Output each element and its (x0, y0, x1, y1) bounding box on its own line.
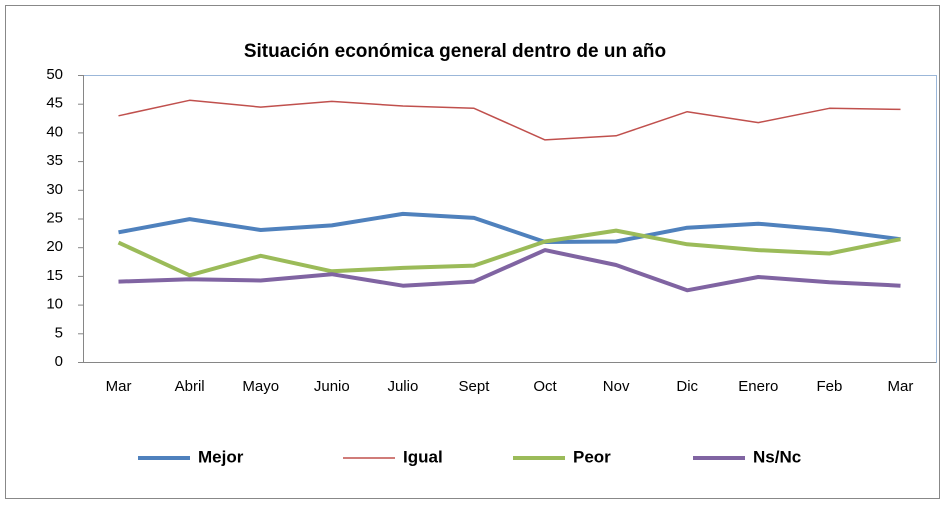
chart-title: Situación económica general dentro de un… (244, 41, 666, 62)
series-line (118, 99, 901, 141)
series-line (117, 228, 901, 278)
y-tick-label: 45 (46, 95, 63, 112)
y-tick-label: 35 (46, 152, 63, 169)
y-tick-label: 15 (46, 267, 63, 284)
x-tick-label: Julio (387, 378, 418, 395)
legend-label: Ns/Nc (753, 447, 801, 466)
legend-label: Peor (573, 447, 611, 466)
x-tick-label: Feb (816, 378, 842, 395)
x-tick-label: Nov (603, 378, 630, 395)
x-tick-label: Mar (106, 378, 132, 395)
x-tick-label: Dic (676, 378, 698, 395)
x-tick-label: Oct (533, 378, 557, 395)
y-tick-label: 0 (55, 353, 63, 370)
x-tick-label: Mayo (242, 378, 279, 395)
series-line (118, 248, 901, 293)
x-tick-label: Enero (738, 378, 778, 395)
y-tick-label: 5 (55, 324, 63, 341)
y-tick-label: 25 (46, 209, 63, 226)
y-tick-label: 40 (46, 123, 63, 140)
x-tick-label: Junio (314, 378, 350, 395)
series-line (118, 211, 901, 244)
x-tick-label: Mar (888, 378, 914, 395)
y-tick-label: 30 (46, 181, 63, 198)
y-tick-label: 10 (46, 296, 63, 313)
x-tick-label: Sept (459, 378, 491, 395)
y-tick-label: 50 (46, 66, 63, 83)
y-tick-label: 20 (46, 238, 63, 255)
legend-label: Igual (403, 447, 443, 466)
x-tick-label: Abril (175, 378, 205, 395)
legend-label: Mejor (198, 447, 244, 466)
